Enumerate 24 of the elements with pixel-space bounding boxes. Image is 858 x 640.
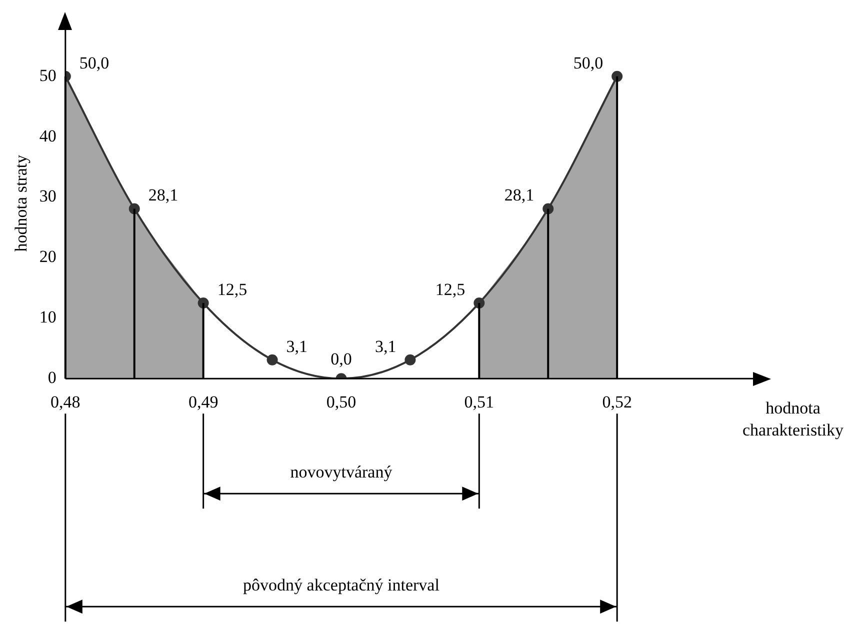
data-label: 50,0 (573, 53, 604, 72)
y-tick-label: 20 (39, 247, 56, 266)
data-label: 12,5 (217, 280, 248, 300)
data-label: 28,1 (504, 186, 534, 205)
data-label: 3,1 (286, 336, 308, 356)
data-label: 50,0 (79, 53, 110, 72)
data-label: 28,1 (148, 186, 178, 205)
y-axis-title: hodnota straty (12, 154, 31, 252)
y-tick-label: 30 (39, 186, 56, 206)
data-label: 12,5 (435, 280, 466, 300)
y-tick-label: 10 (39, 308, 56, 327)
text: novovytváraný (290, 462, 393, 482)
y-tick-label: 0 (48, 368, 56, 388)
text: pôvodný akceptačný interval (243, 576, 440, 595)
x-tick-label: 0,52 (602, 392, 632, 412)
y-tick-label: 50 (39, 66, 56, 85)
x-axis-title: hodnota charakteristiky (742, 398, 844, 440)
x-tick-label: 0,48 (50, 392, 80, 412)
x-tick-label: 0,50 (326, 392, 356, 412)
x-tick-label: 0,51 (464, 392, 494, 412)
x-tick-label: 0,49 (188, 392, 218, 412)
data-label: 3,1 (374, 336, 396, 356)
data-label: 0,0 (330, 350, 352, 369)
y-tick-label: 40 (39, 126, 56, 146)
